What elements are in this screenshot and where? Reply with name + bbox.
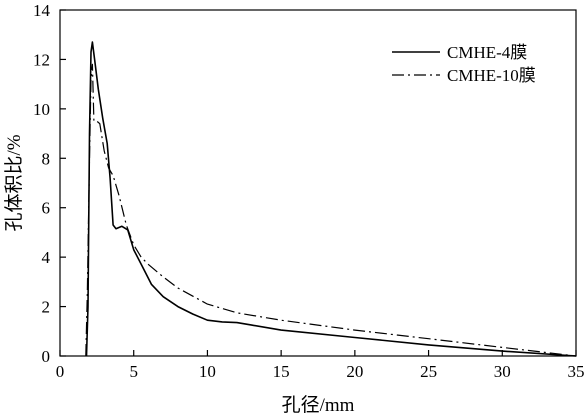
y-tick-label: 0 <box>42 347 51 366</box>
series-line-cmhe-4 <box>85 41 577 357</box>
x-tick-label: 15 <box>273 362 290 381</box>
y-tick-label: 6 <box>42 199 51 218</box>
y-tick-label: 2 <box>42 298 51 317</box>
y-tick-label: 12 <box>33 50 50 69</box>
x-tick-label: 20 <box>346 362 363 381</box>
series-lines <box>85 41 577 357</box>
x-tick-label: 25 <box>420 362 437 381</box>
y-tick-label: 10 <box>33 100 50 119</box>
x-axis-title: 孔径/mm <box>282 394 355 416</box>
legend: CMHE-4膜 CMHE-10膜 <box>392 43 536 85</box>
x-tick-label: 30 <box>494 362 511 381</box>
plot-frame <box>59 9 577 357</box>
legend-label-cmhe-10: CMHE-10膜 <box>447 66 536 85</box>
y-tick-label: 4 <box>42 248 51 267</box>
y-tick-label: 14 <box>33 1 51 20</box>
legend-label-cmhe-4: CMHE-4膜 <box>447 43 527 62</box>
series-line-cmhe-10 <box>85 63 577 357</box>
x-tick-label: 5 <box>129 362 138 381</box>
x-tick-label: 0 <box>56 362 65 381</box>
y-axis-title: 孔体积比/% <box>3 134 25 231</box>
axis-ticks: 0 5 10 15 20 25 30 35 0 2 4 6 8 10 12 14 <box>33 1 585 381</box>
y-tick-label: 8 <box>42 149 51 168</box>
x-tick-label: 10 <box>199 362 216 381</box>
x-tick-label: 35 <box>568 362 585 381</box>
